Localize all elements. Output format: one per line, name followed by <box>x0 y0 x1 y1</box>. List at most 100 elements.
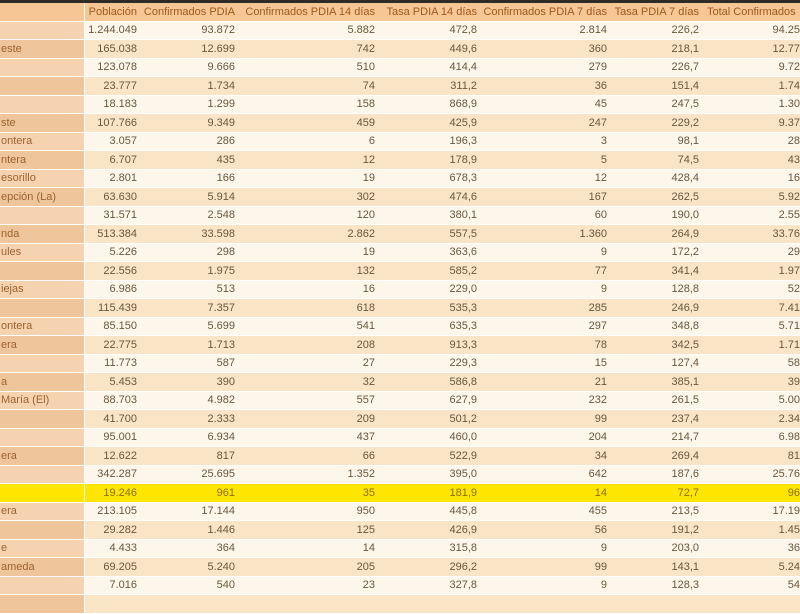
cell-total_confirmados[interactable]: 17.19 <box>704 502 800 521</box>
cell-confirmados_pdia14[interactable]: 16 <box>240 280 380 299</box>
cell-tasa_pdia14[interactable]: 426,9 <box>380 520 482 540</box>
cell-tasa_pdia14[interactable]: 181,9 <box>380 483 482 503</box>
cell-poblacion[interactable]: 4.433 <box>84 539 142 558</box>
cell-tasa_pdia7[interactable]: 172,2 <box>612 243 704 262</box>
cell-confirmados_pdia7[interactable]: 455 <box>482 502 612 521</box>
cell-confirmados_pdia14[interactable]: 5.882 <box>240 21 380 40</box>
cell-municipality-label[interactable]: iejas <box>0 280 85 299</box>
cell-poblacion[interactable]: 107.766 <box>84 113 142 133</box>
cell-poblacion[interactable]: 6.707 <box>84 150 142 170</box>
cell-poblacion[interactable]: 6.986 <box>84 280 142 299</box>
cell-confirmados_pdia7[interactable] <box>482 594 612 614</box>
cell-confirmados_pdia7[interactable]: 21 <box>482 372 612 392</box>
cell-confirmados_pdia7[interactable]: 5 <box>482 150 612 170</box>
cell-confirmados_pdia[interactable]: 1.299 <box>142 95 240 114</box>
cell-confirmados_pdia14[interactable]: 35 <box>240 483 380 503</box>
cell-total_confirmados[interactable]: 12.77 <box>704 39 800 59</box>
cell-total_confirmados[interactable]: 96 <box>704 483 800 503</box>
cell-municipality-label[interactable]: ameda <box>0 557 85 577</box>
cell-tasa_pdia7[interactable]: 348,8 <box>612 317 704 336</box>
cell-tasa_pdia14[interactable]: 586,8 <box>380 372 482 392</box>
cell-total_confirmados[interactable]: 5.92 <box>704 187 800 207</box>
cell-confirmados_pdia14[interactable]: 459 <box>240 113 380 133</box>
cell-tasa_pdia7[interactable]: 213,5 <box>612 502 704 521</box>
cell-tasa_pdia7[interactable]: 342,5 <box>612 335 704 355</box>
cell-confirmados_pdia14[interactable]: 950 <box>240 502 380 521</box>
cell-confirmados_pdia7[interactable]: 2.814 <box>482 21 612 40</box>
cell-tasa_pdia7[interactable]: 269,4 <box>612 446 704 466</box>
cell-tasa_pdia7[interactable]: 341,4 <box>612 261 704 281</box>
cell-total_confirmados[interactable]: 52 <box>704 280 800 299</box>
cell-confirmados_pdia7[interactable]: 45 <box>482 95 612 114</box>
cell-tasa_pdia7[interactable]: 203,0 <box>612 539 704 558</box>
cell-tasa_pdia14[interactable]: 460,0 <box>380 428 482 447</box>
cell-confirmados_pdia14[interactable]: 132 <box>240 261 380 281</box>
cell-total_confirmados[interactable]: 6.98 <box>704 428 800 447</box>
cell-tasa_pdia7[interactable]: 190,0 <box>612 206 704 225</box>
cell-confirmados_pdia7[interactable]: 9 <box>482 576 612 595</box>
cell-total_confirmados[interactable] <box>704 594 800 614</box>
cell-tasa_pdia14[interactable]: 311,2 <box>380 76 482 96</box>
cell-total_confirmados[interactable]: 16 <box>704 169 800 188</box>
cell-confirmados_pdia14[interactable]: 74 <box>240 76 380 96</box>
cell-confirmados_pdia7[interactable]: 3 <box>482 132 612 151</box>
cell-tasa_pdia14[interactable]: 315,8 <box>380 539 482 558</box>
cell-tasa_pdia14[interactable]: 678,3 <box>380 169 482 188</box>
cell-poblacion[interactable]: 23.777 <box>84 76 142 96</box>
cell-tasa_pdia7[interactable]: 247,5 <box>612 95 704 114</box>
cell-confirmados_pdia[interactable]: 4.982 <box>142 391 240 410</box>
cell-confirmados_pdia[interactable]: 5.699 <box>142 317 240 336</box>
cell-confirmados_pdia14[interactable]: 32 <box>240 372 380 392</box>
cell-tasa_pdia7[interactable]: 261,5 <box>612 391 704 410</box>
cell-confirmados_pdia7[interactable]: 60 <box>482 206 612 225</box>
cell-municipality-label[interactable]: ste <box>0 113 85 133</box>
cell-tasa_pdia14[interactable]: 635,3 <box>380 317 482 336</box>
cell-poblacion[interactable]: 213.105 <box>84 502 142 521</box>
cell-confirmados_pdia[interactable]: 5.914 <box>142 187 240 207</box>
cell-confirmados_pdia7[interactable]: 642 <box>482 465 612 484</box>
cell-confirmados_pdia[interactable]: 9.666 <box>142 58 240 77</box>
cell-poblacion[interactable]: 22.556 <box>84 261 142 281</box>
cell-poblacion[interactable]: 123.078 <box>84 58 142 77</box>
cell-total_confirmados[interactable]: 25.76 <box>704 465 800 484</box>
cell-tasa_pdia14[interactable]: 585,2 <box>380 261 482 281</box>
cell-municipality-label[interactable] <box>0 354 85 373</box>
cell-tasa_pdia14[interactable]: 327,8 <box>380 576 482 595</box>
cell-poblacion[interactable]: 7.016 <box>84 576 142 595</box>
cell-poblacion[interactable]: 513.384 <box>84 224 142 244</box>
cell-total_confirmados[interactable]: 94.25 <box>704 21 800 40</box>
cell-tasa_pdia7[interactable]: 214,7 <box>612 428 704 447</box>
cell-confirmados_pdia14[interactable]: 27 <box>240 354 380 373</box>
cell-confirmados_pdia[interactable]: 298 <box>142 243 240 262</box>
cell-poblacion[interactable]: 115.439 <box>84 298 142 318</box>
cell-confirmados_pdia[interactable]: 961 <box>142 483 240 503</box>
cell-total_confirmados[interactable]: 1.97 <box>704 261 800 281</box>
cell-poblacion[interactable]: 88.703 <box>84 391 142 410</box>
cell-confirmados_pdia[interactable]: 286 <box>142 132 240 151</box>
cell-poblacion[interactable]: 12.622 <box>84 446 142 466</box>
cell-tasa_pdia14[interactable]: 868,9 <box>380 95 482 114</box>
cell-total_confirmados[interactable]: 54 <box>704 576 800 595</box>
cell-total_confirmados[interactable]: 33.76 <box>704 224 800 244</box>
cell-total_confirmados[interactable]: 7.41 <box>704 298 800 318</box>
cell-tasa_pdia14[interactable]: 395,0 <box>380 465 482 484</box>
cell-poblacion[interactable]: 22.775 <box>84 335 142 355</box>
cell-confirmados_pdia14[interactable]: 14 <box>240 539 380 558</box>
cell-municipality-label[interactable]: esorillo <box>0 169 85 188</box>
cell-confirmados_pdia14[interactable]: 618 <box>240 298 380 318</box>
cell-poblacion[interactable]: 5.453 <box>84 372 142 392</box>
cell-confirmados_pdia7[interactable]: 9 <box>482 539 612 558</box>
cell-poblacion[interactable]: 69.205 <box>84 557 142 577</box>
cell-confirmados_pdia[interactable]: 7.357 <box>142 298 240 318</box>
cell-confirmados_pdia[interactable]: 587 <box>142 354 240 373</box>
cell-confirmados_pdia7[interactable]: 78 <box>482 335 612 355</box>
cell-tasa_pdia7[interactable]: 226,7 <box>612 58 704 77</box>
cell-confirmados_pdia[interactable]: 93.872 <box>142 21 240 40</box>
cell-confirmados_pdia14[interactable]: 19 <box>240 243 380 262</box>
cell-confirmados_pdia[interactable]: 17.144 <box>142 502 240 521</box>
cell-total_confirmados[interactable]: 43 <box>704 150 800 170</box>
cell-confirmados_pdia7[interactable]: 15 <box>482 354 612 373</box>
cell-tasa_pdia14[interactable]: 627,9 <box>380 391 482 410</box>
cell-total_confirmados[interactable]: 1.45 <box>704 520 800 540</box>
cell-tasa_pdia7[interactable]: 385,1 <box>612 372 704 392</box>
